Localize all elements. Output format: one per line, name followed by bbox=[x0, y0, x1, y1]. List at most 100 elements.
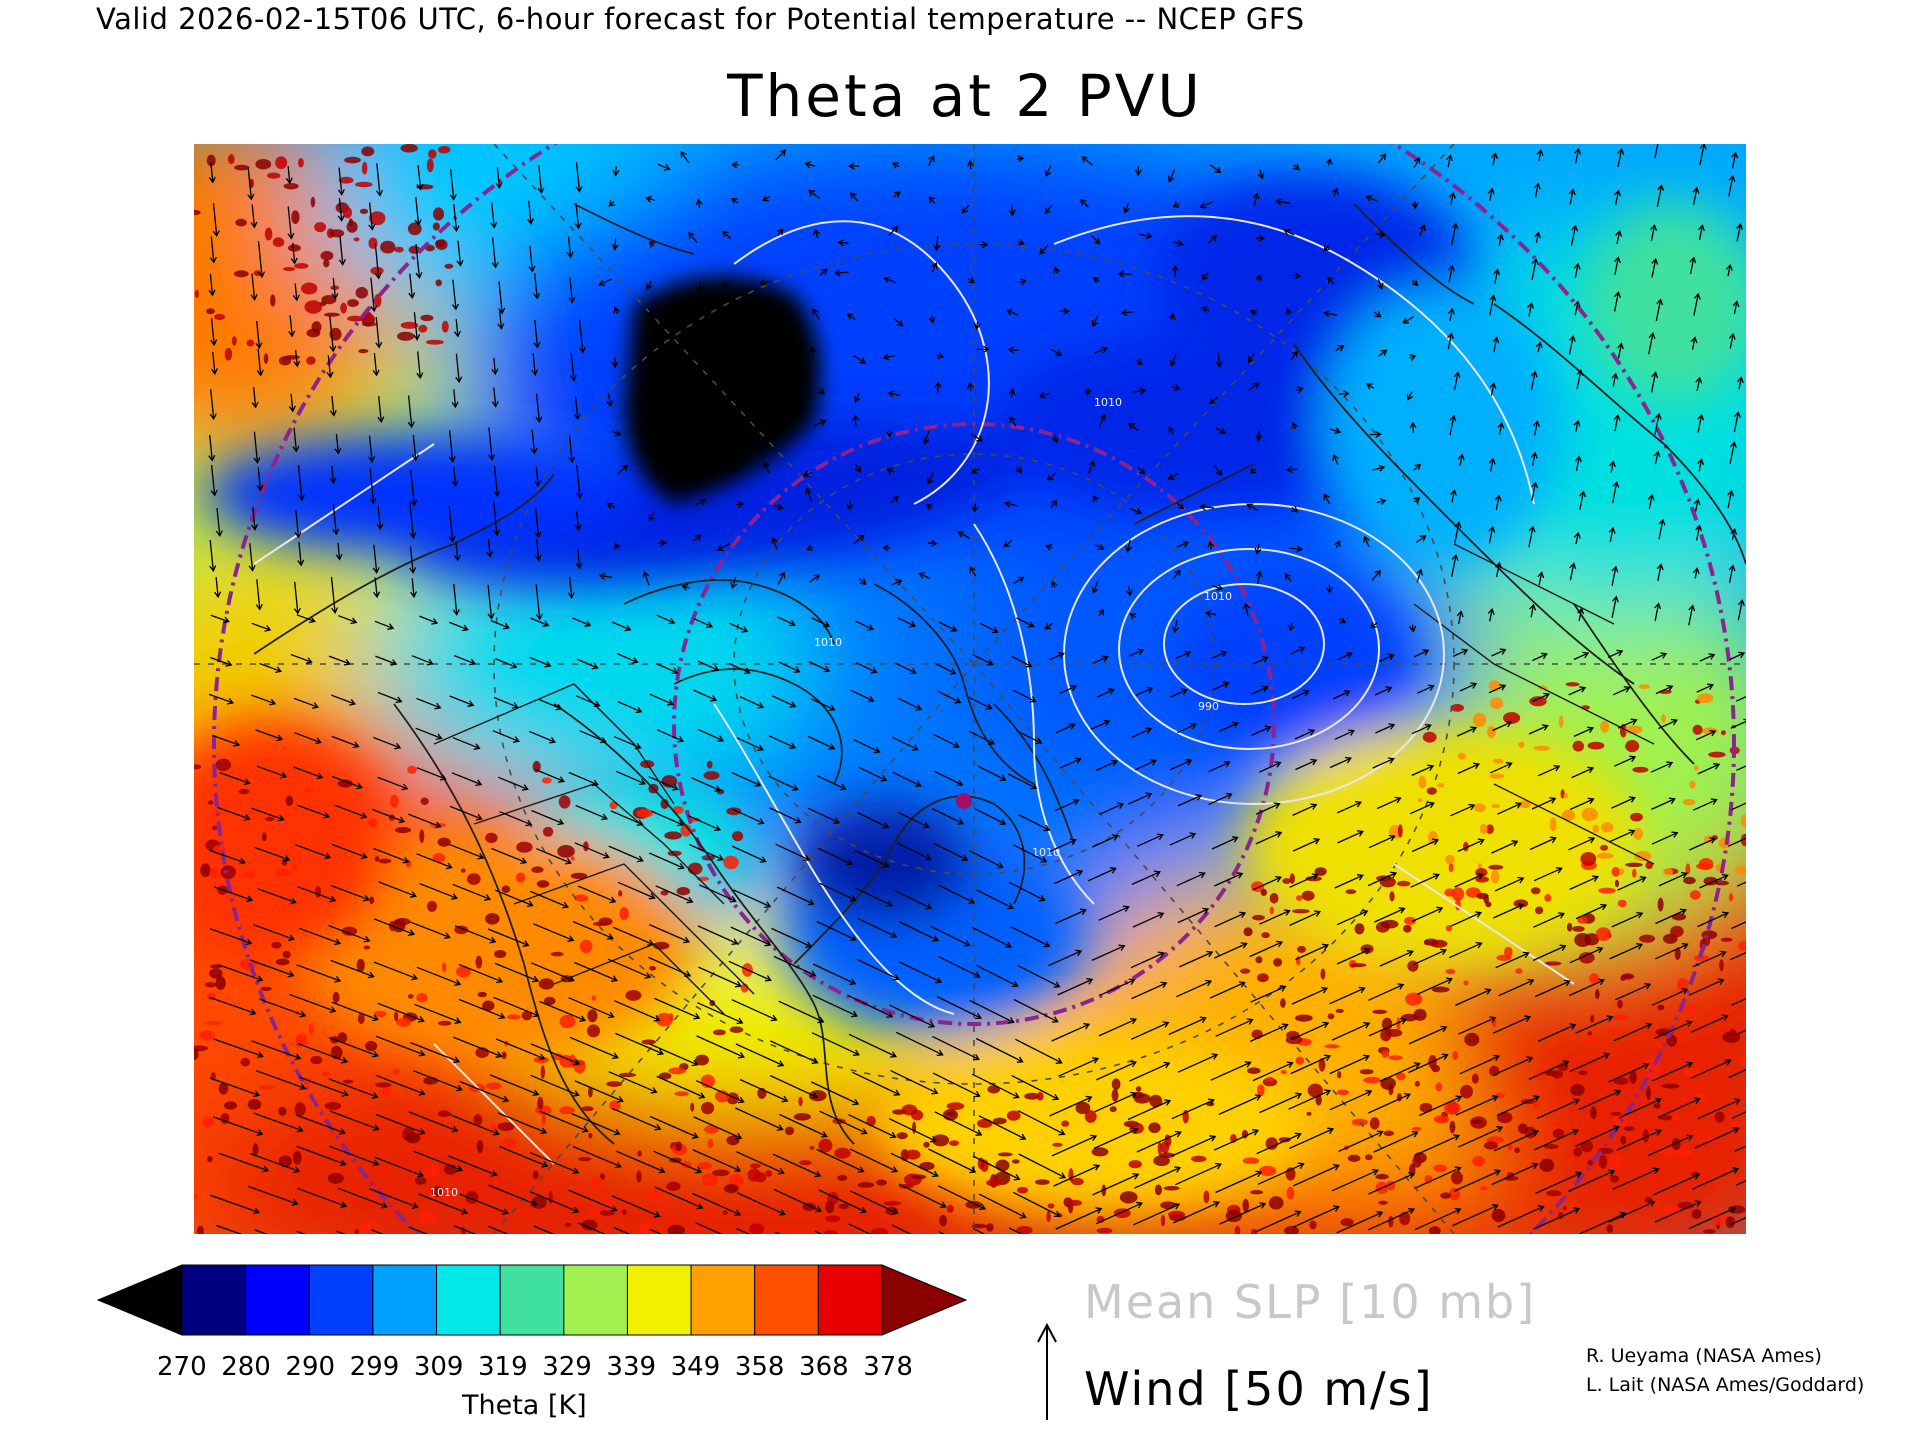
wind-vector bbox=[296, 804, 331, 819]
wind-vector bbox=[1568, 188, 1576, 205]
theta-speckle-blob bbox=[1242, 1198, 1249, 1213]
theta-speckle-blob bbox=[754, 1172, 767, 1183]
wind-vector bbox=[922, 430, 930, 445]
wind-vector bbox=[1242, 602, 1250, 617]
wind-vector bbox=[1135, 686, 1154, 696]
wind-vector bbox=[1286, 308, 1293, 316]
wind-vector bbox=[452, 883, 492, 901]
wind-vector bbox=[1127, 422, 1139, 432]
theta-speckle-blob bbox=[234, 164, 250, 171]
wind-vector bbox=[1125, 539, 1133, 553]
wind-vector bbox=[337, 167, 345, 196]
wind-vector bbox=[1497, 1205, 1545, 1228]
theta-speckle-blob bbox=[206, 308, 215, 315]
wind-vector bbox=[1573, 419, 1581, 432]
wind-vector bbox=[1415, 535, 1427, 544]
wind-vector bbox=[614, 1000, 661, 1022]
wind-vector bbox=[1737, 1029, 1746, 1035]
wind-vector bbox=[329, 316, 337, 353]
wind-vector bbox=[657, 163, 671, 171]
wind-vector bbox=[575, 464, 584, 500]
theta-speckle-blob bbox=[1728, 893, 1734, 902]
wind-vector bbox=[416, 697, 442, 710]
wind-vector bbox=[608, 200, 616, 207]
wind-vector bbox=[810, 1081, 860, 1106]
wind-vector bbox=[692, 534, 702, 542]
theta-speckle-blob bbox=[261, 832, 267, 842]
wind-vector bbox=[1129, 1061, 1171, 1082]
wind-vector bbox=[1654, 602, 1662, 622]
theta-speckle-blob bbox=[1671, 1113, 1680, 1121]
theta-speckle-blob bbox=[712, 1169, 730, 1177]
wind-vector bbox=[1413, 156, 1421, 169]
theta-speckle-blob bbox=[1671, 1137, 1681, 1151]
wind-vector bbox=[1449, 941, 1483, 959]
wind-vector bbox=[1211, 650, 1228, 659]
wind-vector bbox=[1653, 1173, 1701, 1196]
wind-vector bbox=[1016, 155, 1025, 163]
theta-speckle-blob bbox=[1629, 1070, 1637, 1084]
theta-speckle-blob bbox=[363, 945, 371, 950]
theta-speckle-blob bbox=[380, 240, 396, 254]
wind-vector bbox=[1533, 420, 1541, 436]
theta-speckle-blob bbox=[942, 1109, 959, 1121]
wind-vector bbox=[337, 1187, 388, 1209]
theta-speckle-blob bbox=[1061, 1120, 1070, 1127]
theta-speckle-blob bbox=[946, 1204, 954, 1213]
wind-vector bbox=[1049, 1095, 1093, 1117]
theta-speckle-blob bbox=[1451, 887, 1465, 901]
wind-vector bbox=[1170, 1135, 1217, 1157]
theta-speckle-blob bbox=[1690, 890, 1701, 900]
theta-speckle-blob bbox=[1600, 844, 1609, 851]
wind-vector bbox=[1375, 230, 1386, 239]
theta-speckle-blob bbox=[206, 154, 216, 167]
theta-speckle-blob bbox=[581, 1219, 598, 1231]
theta-speckle-blob bbox=[1653, 1103, 1661, 1109]
wind-vector bbox=[1092, 655, 1109, 664]
wind-vector bbox=[978, 1115, 1027, 1141]
wind-vector bbox=[1454, 873, 1484, 888]
wind-vector bbox=[810, 698, 836, 712]
wind-vector bbox=[1290, 1021, 1330, 1041]
wind-vector bbox=[1689, 1206, 1737, 1230]
theta-speckle-blob bbox=[1677, 1201, 1695, 1209]
wind-vector bbox=[1613, 1022, 1653, 1042]
wind-vector bbox=[332, 504, 340, 536]
theta-speckle-blob bbox=[1618, 867, 1625, 876]
wind-vector bbox=[1015, 466, 1023, 474]
wind-vector bbox=[1055, 1207, 1103, 1230]
colorbar-swatches bbox=[96, 1264, 968, 1336]
theta-speckle-blob bbox=[246, 339, 255, 347]
wind-vector bbox=[698, 884, 737, 903]
wind-vector bbox=[849, 192, 859, 202]
theta-speckle-blob bbox=[1598, 887, 1616, 894]
theta-speckle-blob bbox=[408, 245, 421, 254]
wind-vector bbox=[1730, 1216, 1746, 1226]
wind-vector bbox=[617, 881, 656, 900]
theta-speckle-blob bbox=[315, 886, 321, 898]
wind-vector bbox=[1607, 649, 1624, 658]
colorbar-swatch bbox=[817, 1264, 883, 1336]
wind-vector bbox=[1727, 489, 1735, 509]
wind-vector bbox=[1129, 612, 1137, 620]
theta-speckle-blob bbox=[1507, 1143, 1513, 1151]
wind-vector bbox=[208, 693, 235, 705]
wind-vector bbox=[933, 236, 941, 252]
wind-vector bbox=[297, 1043, 349, 1064]
theta-speckle-blob bbox=[435, 279, 442, 287]
location-marker[interactable] bbox=[956, 793, 972, 809]
theta-speckle-blob bbox=[1314, 867, 1327, 876]
theta-speckle-blob bbox=[641, 1039, 656, 1045]
wind-vector bbox=[498, 1145, 549, 1168]
wind-vector bbox=[375, 655, 398, 666]
wind-vector bbox=[257, 888, 297, 905]
theta-speckle-blob bbox=[292, 1150, 302, 1165]
wind-vector bbox=[1411, 723, 1432, 735]
theta-speckle-blob bbox=[1296, 895, 1303, 901]
theta-map-panel[interactable]: 990 1010 1010 1010 1010 1010 bbox=[194, 144, 1746, 1234]
wind-vector bbox=[410, 469, 418, 507]
wind-vector bbox=[1376, 278, 1384, 290]
wind-vector bbox=[498, 776, 529, 791]
wind-vector bbox=[606, 393, 614, 408]
wind-vector bbox=[1731, 802, 1746, 811]
